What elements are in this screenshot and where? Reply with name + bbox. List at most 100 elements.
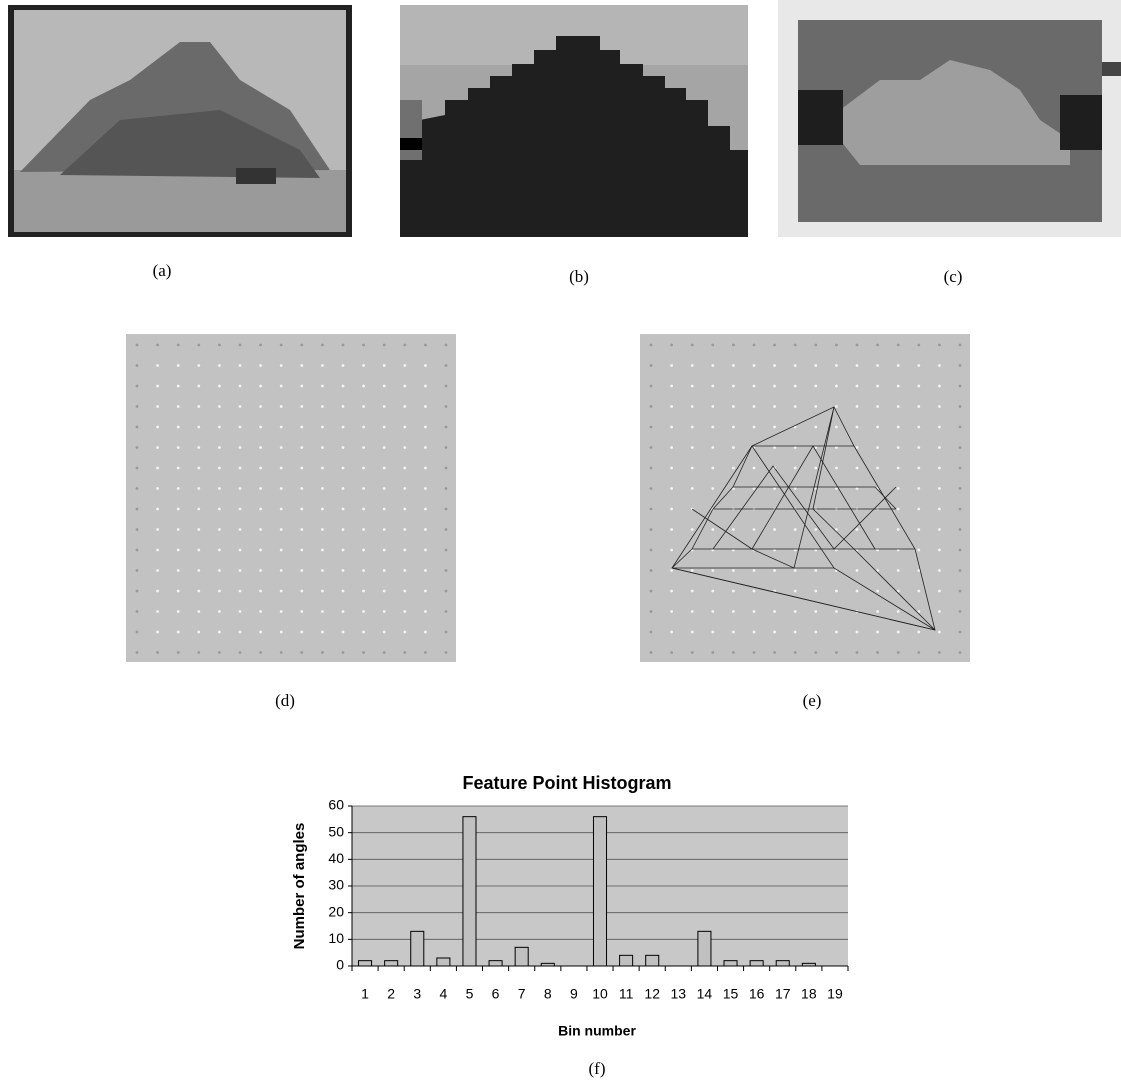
dot [897,467,900,470]
dot [650,549,653,552]
dot [753,487,756,490]
dot [917,549,920,552]
dot [403,549,406,552]
dot [691,467,694,470]
bar [515,947,528,966]
dot [218,364,221,367]
dot [835,426,838,429]
dot [917,364,920,367]
dot [773,405,776,408]
dot [177,405,180,408]
dot [177,610,180,613]
bar [411,931,424,966]
dot [650,631,653,634]
dot [197,385,200,388]
dot [321,549,324,552]
dot [259,405,262,408]
dot [445,508,448,511]
dot [856,446,859,449]
dot [876,405,879,408]
dot [321,569,324,572]
dot [424,569,427,572]
dot [445,569,448,572]
dot [342,426,345,429]
dot [856,344,859,347]
dot [383,528,386,531]
x-tick-label: 17 [775,986,791,1002]
dot [218,344,221,347]
dot [362,610,365,613]
dot [197,467,200,470]
dot [445,426,448,429]
dot [403,385,406,388]
dot [259,508,262,511]
dot [321,364,324,367]
bar [593,817,606,966]
dot [917,651,920,654]
dot [794,631,797,634]
dot [259,610,262,613]
dot [938,426,941,429]
dot [876,426,879,429]
dot [197,405,200,408]
dot [156,528,159,531]
dot [136,487,139,490]
dot [136,426,139,429]
dot [959,467,962,470]
dot [732,426,735,429]
dot [259,528,262,531]
dot [753,467,756,470]
dot [835,344,838,347]
dot [917,590,920,593]
dot [773,344,776,347]
dot [691,487,694,490]
dot [156,405,159,408]
dot [959,508,962,511]
y-tick-label: 20 [328,903,344,919]
dot [691,405,694,408]
dot [280,631,283,634]
dot [362,405,365,408]
dot [321,446,324,449]
dot [650,344,653,347]
dot [814,385,817,388]
dot [814,610,817,613]
dot [856,426,859,429]
bar [750,961,763,966]
dot [300,364,303,367]
dot [383,651,386,654]
dot [197,610,200,613]
dot [424,467,427,470]
dot [917,446,920,449]
dot [938,385,941,388]
grid-e [640,334,970,662]
dot [218,487,221,490]
dot [280,405,283,408]
dot [753,405,756,408]
dot [424,344,427,347]
x-tick-label: 4 [439,986,447,1002]
dot [691,590,694,593]
dot [670,610,673,613]
dot [856,590,859,593]
dot [773,446,776,449]
dot [814,364,817,367]
dot [218,467,221,470]
dot [300,569,303,572]
dot [794,569,797,572]
dot [342,610,345,613]
dot [321,344,324,347]
dot [897,569,900,572]
panel-label: (a) [153,261,172,280]
dot [959,426,962,429]
dot [670,651,673,654]
dot [650,610,653,613]
dot [773,651,776,654]
panel-label: (c) [944,267,963,286]
dot [814,569,817,572]
dot [424,446,427,449]
dot [856,528,859,531]
bar [698,931,711,966]
dot [835,631,838,634]
dot [670,631,673,634]
